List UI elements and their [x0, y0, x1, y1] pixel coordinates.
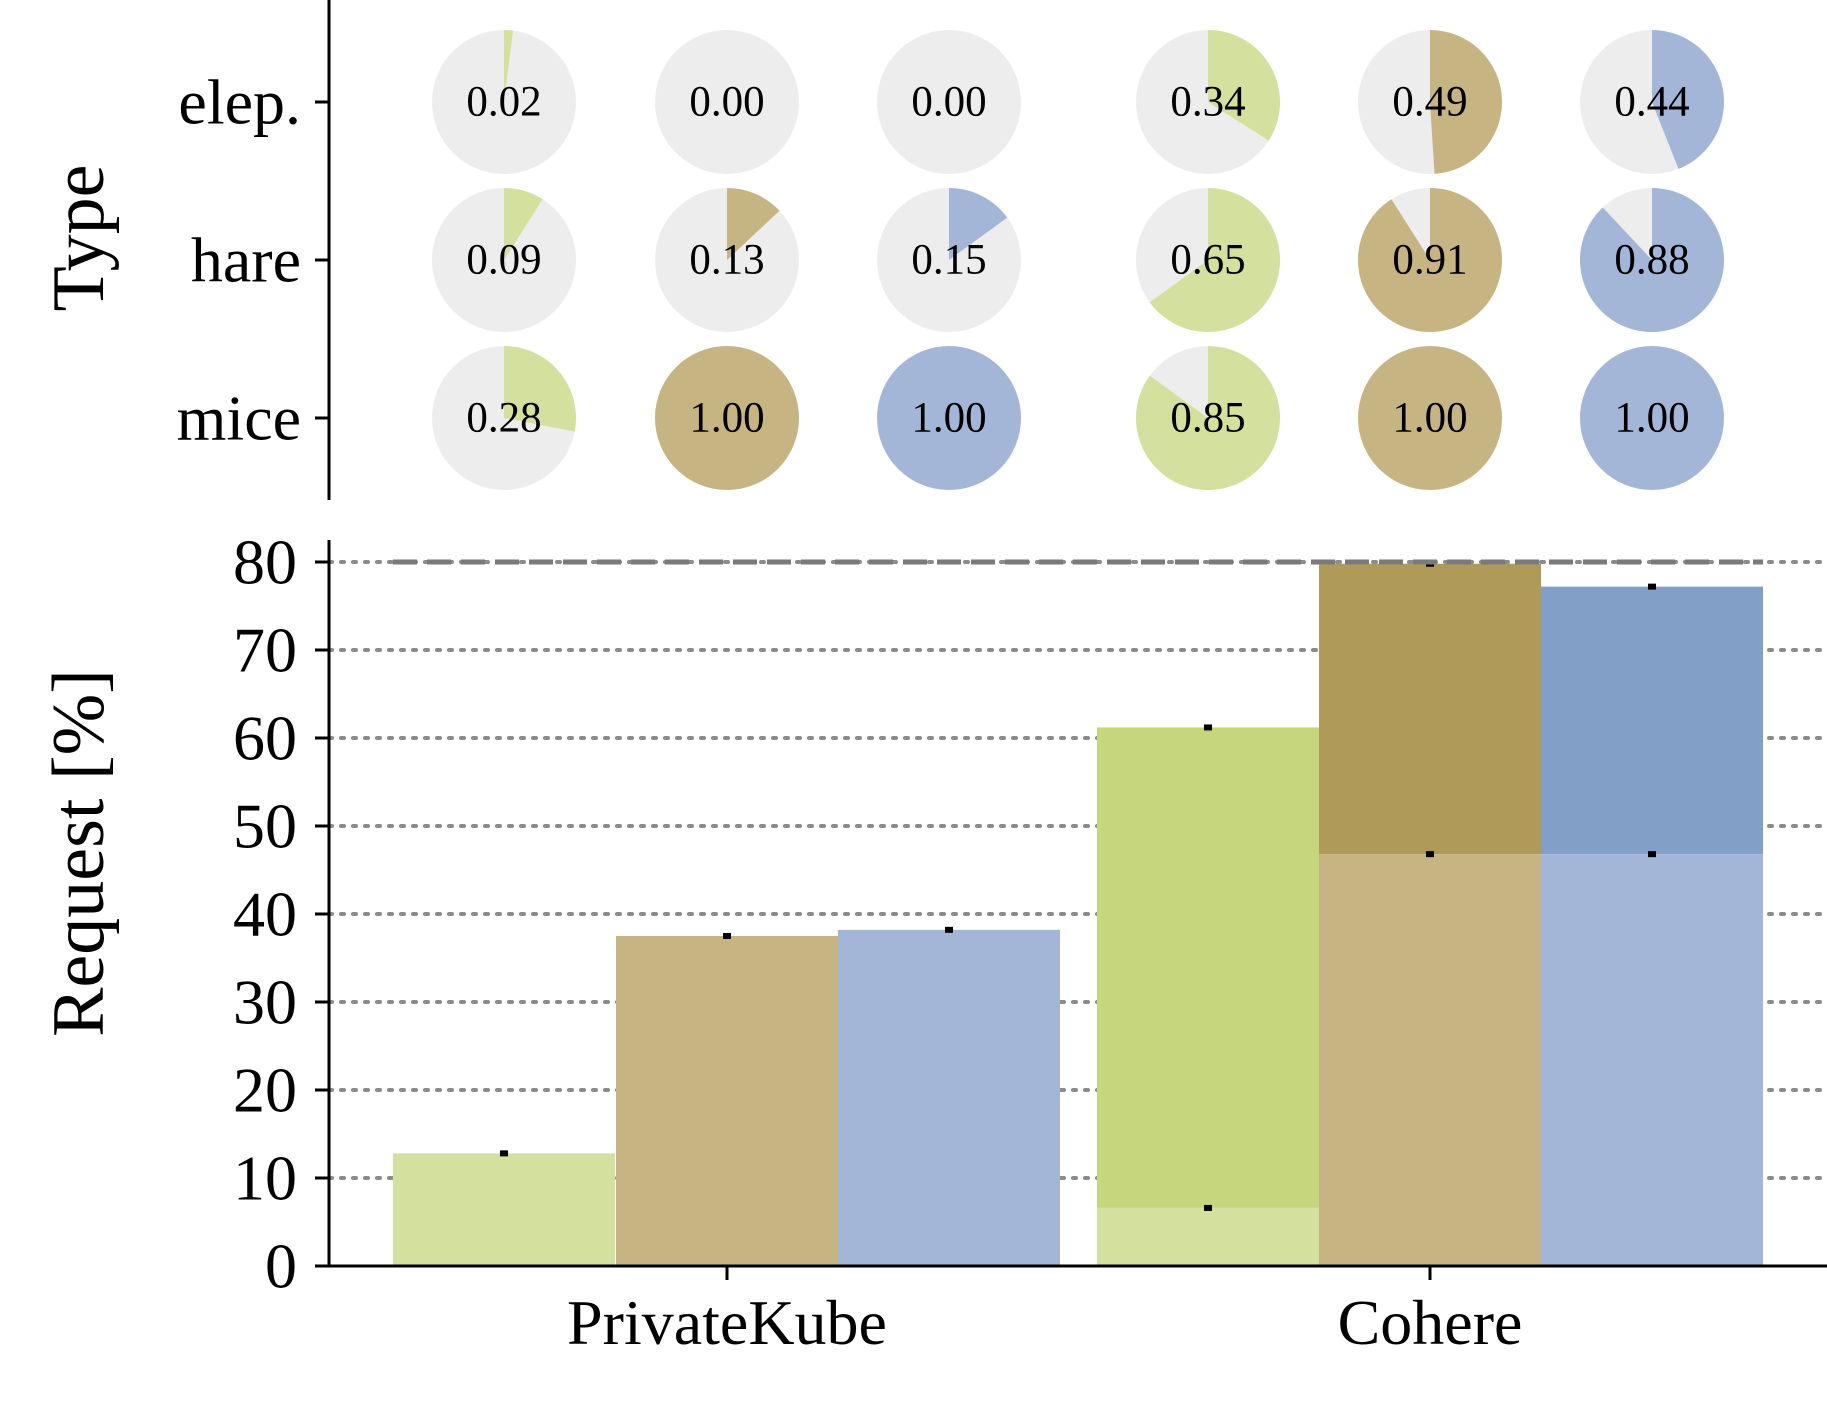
pie-slice	[1358, 346, 1502, 490]
y-tick-label: 40	[233, 879, 297, 950]
bars	[393, 560, 1763, 1266]
pie-slice	[949, 188, 1008, 260]
pie-cohere-s2-mice: 1.00	[1580, 346, 1724, 490]
pie-value-label: 0.09	[466, 237, 541, 284]
pie-value-label: 0.15	[911, 237, 986, 284]
pie-grid: Type elep. hare mice 0.02 0.09 0.28 0.00 0.13 1…	[38, 0, 1725, 500]
bar-upper-cohere-series1	[1319, 563, 1541, 855]
pie-cohere-s1-mice: 1.00	[1358, 346, 1502, 490]
pie-row-labels: elep. hare mice	[177, 67, 329, 454]
bar-marker	[1204, 1204, 1212, 1211]
pie-remainder	[655, 30, 799, 174]
pie-slice	[504, 346, 576, 432]
pie-value-label: 0.00	[689, 79, 764, 126]
y-tick-label: 50	[233, 791, 297, 862]
pie-privatekube-s2-elep: 0.00	[877, 30, 1021, 174]
bar-marker	[1648, 583, 1656, 590]
pie-y-axis-title: Type	[38, 165, 120, 312]
pie-value-label: 0.91	[1392, 237, 1467, 284]
pie-slice	[877, 346, 1021, 490]
pie-value-label: 0.88	[1614, 237, 1689, 284]
pie-slice	[1136, 346, 1280, 491]
bar-lower-cohere-series1	[1319, 854, 1541, 1266]
pie-value-label: 0.28	[466, 395, 541, 442]
bar-privatekube-series0	[393, 1153, 615, 1266]
pie-privatekube-s2-hare: 0.15	[877, 188, 1021, 332]
bar-marker	[1648, 851, 1656, 858]
bar-marker	[1426, 851, 1434, 858]
pie-value-label: 1.00	[1614, 395, 1689, 442]
bar-privatekube-series1	[616, 936, 838, 1266]
bar-marker	[945, 926, 953, 933]
bar-upper-cohere-series2	[1541, 586, 1763, 855]
pie-row-label-hare: hare	[191, 225, 301, 296]
bar-privatekube-series2	[838, 929, 1060, 1266]
pie-value-label: 0.00	[911, 79, 986, 126]
y-tick-label: 20	[233, 1055, 297, 1126]
pie-value-label: 1.00	[1392, 395, 1467, 442]
pie-value-label: 1.00	[911, 395, 986, 442]
pie-cells: 0.02 0.09 0.28 0.00 0.13 1.00 0.00 0.15 1.00 0.34…	[432, 29, 1725, 491]
pie-value-label: 1.00	[689, 395, 764, 442]
pie-row-label-mice: mice	[177, 383, 301, 454]
bar-marker	[1204, 724, 1212, 731]
x-tick-label-cohere: Cohere	[1338, 1287, 1523, 1358]
pie-slice	[1652, 29, 1724, 169]
pie-value-label: 0.34	[1170, 79, 1245, 126]
pie-cohere-s0-elep: 0.34	[1136, 30, 1281, 174]
bar-marker	[723, 933, 731, 939]
y-axis-title: Request [%]	[38, 669, 120, 1037]
y-tick-label: 30	[233, 967, 297, 1038]
pie-slice	[504, 188, 543, 260]
pie-privatekube-s0-elep: 0.02	[432, 30, 576, 174]
pie-row-label-elep: elep.	[178, 67, 301, 138]
pie-cohere-s2-elep: 0.44	[1580, 29, 1724, 174]
pie-value-label: 0.49	[1392, 79, 1467, 126]
pie-value-label: 0.85	[1170, 395, 1245, 442]
pie-slice	[1580, 188, 1725, 333]
bar-lower-cohere-series0	[1097, 1207, 1319, 1266]
pie-cohere-s1-hare: 0.91	[1357, 188, 1502, 332]
pie-slice	[504, 30, 514, 102]
bar-marker	[500, 1150, 508, 1157]
pie-privatekube-s2-mice: 1.00	[877, 346, 1021, 490]
axes: 0 10 20 30 40 50 60 70 80 PrivateKube Cohere	[233, 527, 1827, 1358]
pie-value-label: 0.44	[1614, 79, 1689, 126]
pie-slice	[1357, 188, 1502, 332]
y-tick-label: 80	[233, 527, 297, 598]
y-tick-label: 70	[233, 615, 297, 686]
pie-slice	[1208, 30, 1281, 141]
pie-value-label: 0.65	[1170, 237, 1245, 284]
pie-slice	[1149, 188, 1281, 332]
pie-privatekube-s0-mice: 0.28	[432, 346, 576, 490]
pie-slice	[1430, 30, 1502, 174]
bar-lower-cohere-series2	[1541, 854, 1763, 1266]
bar-chart: 0 10 20 30 40 50 60 70 80 PrivateKube Cohere Reque…	[38, 527, 1827, 1358]
pie-cohere-s2-hare: 0.88	[1580, 188, 1725, 333]
y-tick-label: 0	[265, 1231, 297, 1302]
pie-remainder	[877, 30, 1021, 174]
pie-cohere-s0-hare: 0.65	[1136, 188, 1281, 332]
pie-privatekube-s1-elep: 0.00	[655, 30, 799, 174]
y-tick-label: 60	[233, 703, 297, 774]
pie-value-label: 0.13	[689, 237, 764, 284]
bar-upper-cohere-series0	[1097, 727, 1319, 1208]
pie-cohere-s0-mice: 0.85	[1136, 346, 1280, 491]
pie-value-label: 0.02	[466, 79, 541, 126]
pie-privatekube-s1-hare: 0.13	[655, 188, 799, 332]
pie-slice	[1580, 346, 1724, 490]
pie-slice	[655, 346, 799, 490]
pie-privatekube-s0-hare: 0.09	[432, 188, 576, 332]
pie-cohere-s1-elep: 0.49	[1358, 30, 1502, 174]
y-tick-label: 10	[233, 1143, 297, 1214]
pie-privatekube-s1-mice: 1.00	[655, 346, 799, 490]
pie-slice	[727, 188, 780, 260]
x-tick-label-privatekube: PrivateKube	[567, 1287, 887, 1358]
